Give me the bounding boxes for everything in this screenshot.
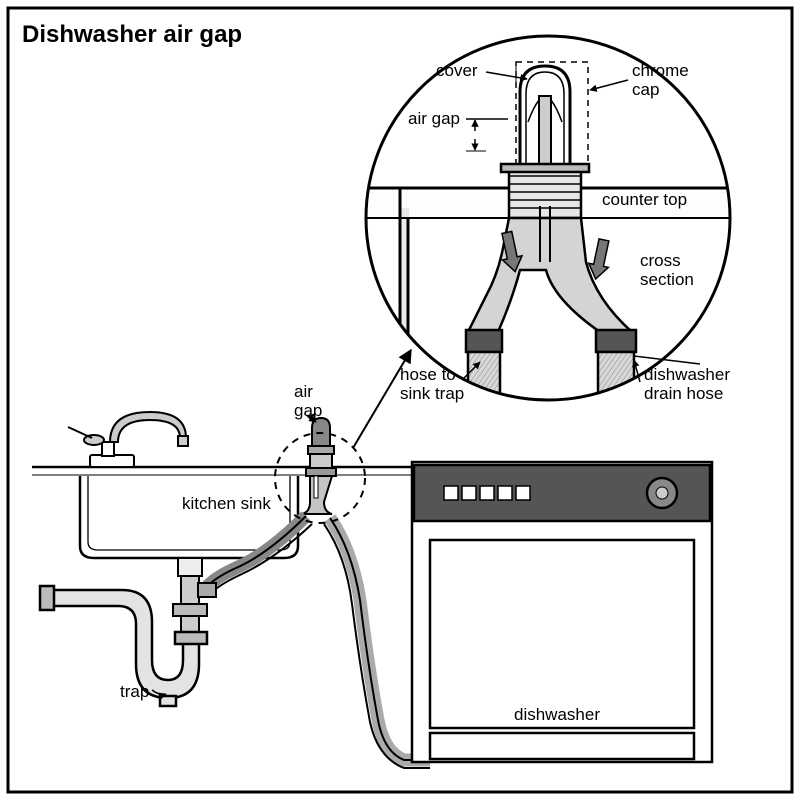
label-cross-section: cross section bbox=[640, 252, 694, 289]
title: Dishwasher air gap bbox=[22, 22, 242, 48]
hose-to-trap-small bbox=[198, 516, 312, 597]
diagram-stage: Dishwasher air gap cover chrome cap air … bbox=[0, 0, 800, 800]
label-cover: cover bbox=[436, 62, 478, 81]
label-trap: trap bbox=[120, 683, 149, 702]
faucet bbox=[68, 412, 188, 467]
label-chrome-cap: chrome cap bbox=[632, 62, 689, 99]
label-hose-to-trap: hose to sink trap bbox=[400, 366, 464, 403]
label-counter-top: counter top bbox=[602, 191, 687, 210]
label-air-gap-detail: air gap bbox=[408, 110, 460, 129]
label-air-gap-small: air gap bbox=[294, 383, 322, 420]
label-dw-drain-hose: dishwasher drain hose bbox=[644, 366, 730, 403]
label-dishwasher: dishwasher bbox=[514, 706, 600, 725]
label-kitchen-sink: kitchen sink bbox=[182, 495, 271, 514]
